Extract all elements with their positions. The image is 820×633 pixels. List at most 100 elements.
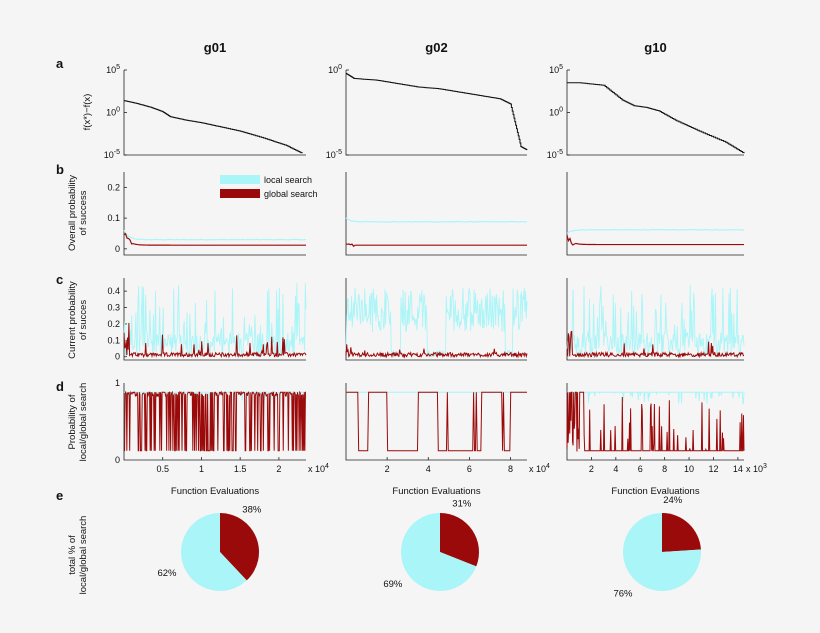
local-prob-line-g10 <box>567 391 745 405</box>
xtick-g10-6: 14 <box>733 464 743 474</box>
ylabel-d-1: local/global search <box>78 383 89 462</box>
panel-c-g01-axes <box>123 278 306 361</box>
pie-label-global-g10: 24% <box>663 495 683 506</box>
ytick-d-1: 0 <box>115 455 120 465</box>
panel-b-g02-axes <box>345 172 527 256</box>
pie-label-local-g02: 69% <box>383 579 403 590</box>
ytick-a-g01-2: 10-5 <box>104 149 120 160</box>
xlabel-g10: Function Evaluations <box>611 486 699 497</box>
x-exponent-g01: x 104 <box>308 463 329 474</box>
xtick-g10-2: 6 <box>638 464 643 474</box>
xtick-g01-3: 2 <box>276 464 281 474</box>
panel-a-g02-axes <box>345 70 527 156</box>
ylabel-b-1: of success <box>78 190 89 235</box>
ylabel-c-1: of succes <box>78 300 89 340</box>
column-title-g01: g01 <box>204 40 226 55</box>
pie-label-local-g01: 62% <box>157 568 177 579</box>
local-success-line-g10 <box>566 228 745 234</box>
pie-slice-global-g02 <box>440 513 479 567</box>
panel-d-g01-axes <box>123 383 306 461</box>
ytick-a-g02-0: 100 <box>328 64 342 75</box>
xtick-g10-0: 2 <box>589 464 594 474</box>
ytick-c-1: 0.3 <box>107 303 120 313</box>
global-current-line-g01 <box>123 322 307 359</box>
ytick-c-3: 0.1 <box>107 335 120 345</box>
ylabel-c-0: Current probability <box>67 281 78 359</box>
ytick-c-0: 0.4 <box>107 286 120 296</box>
ytick-d-0: 1 <box>115 378 120 388</box>
legend-label-local: local search <box>264 175 312 185</box>
ytick-b-0: 0.2 <box>107 182 120 192</box>
ylabel-d-0: Probability of <box>67 394 78 449</box>
xtick-g02-0: 2 <box>385 464 390 474</box>
ytick-a-g10-0: 105 <box>549 64 563 75</box>
convergence-curve-g01 <box>124 100 303 154</box>
column-title-g10: g10 <box>644 40 666 55</box>
xtick-g10-1: 4 <box>613 464 618 474</box>
legend-swatch-local <box>220 175 260 184</box>
ytick-b-2: 0 <box>115 244 120 254</box>
pie-slice-local-g02 <box>401 513 477 592</box>
ytick-a-g02-1: 10-5 <box>326 149 342 160</box>
ytick-a-g10-2: 10-5 <box>547 149 563 160</box>
panel-b-g01-axes <box>123 172 306 256</box>
global-prob-line-g01 <box>124 390 307 452</box>
xtick-g10-3: 8 <box>662 464 667 474</box>
local-success-line-g02 <box>345 217 528 223</box>
legend-swatch-global <box>220 189 260 198</box>
xtick-g10-5: 12 <box>708 464 718 474</box>
legend-label-global: global search <box>264 189 318 199</box>
row-letter-a: a <box>56 56 64 71</box>
local-current-line-g10 <box>566 284 745 357</box>
xtick-g01-1: 1 <box>199 464 204 474</box>
column-title-g02: g02 <box>425 40 447 55</box>
global-current-line-g02 <box>345 344 528 359</box>
x-exponent-g02: x 104 <box>529 463 550 474</box>
ytick-b-1: 0.1 <box>107 213 120 223</box>
global-success-line-g02 <box>345 243 527 248</box>
global-current-line-g10 <box>566 330 745 359</box>
ytick-c-4: 0 <box>115 352 120 362</box>
global-success-line-g01 <box>123 232 306 246</box>
ylabel-b-0: Overall probability <box>67 175 78 251</box>
ytick-c-2: 0.2 <box>107 319 120 329</box>
local-current-line-g01 <box>123 282 307 358</box>
ylabel-e-1: local/global search <box>78 516 89 595</box>
ylabel-a-0: f(x*)−f(x) <box>82 94 93 131</box>
global-prob-line-g02 <box>346 391 527 452</box>
xtick-g02-1: 4 <box>426 464 431 474</box>
ylabel-e-0: total % of <box>67 535 78 575</box>
xtick-g02-3: 8 <box>508 464 513 474</box>
panel-d-g02-axes <box>345 383 527 461</box>
row-letter-d: d <box>56 379 64 394</box>
xtick-g01-0: 0.5 <box>156 464 169 474</box>
xtick-g02-2: 6 <box>467 464 472 474</box>
xlabel-g02: Function Evaluations <box>392 486 480 497</box>
pie-slice-global-g01 <box>220 513 259 581</box>
row-letter-e: e <box>56 488 63 503</box>
ytick-a-g10-1: 100 <box>549 107 563 118</box>
global-prob-line-g10 <box>566 391 745 452</box>
pie-label-global-g01: 38% <box>242 505 262 516</box>
local-current-line-g02 <box>345 287 528 359</box>
global-success-line-g10 <box>566 235 744 246</box>
convergence-curve-g10 <box>567 82 745 154</box>
ytick-a-g01-1: 100 <box>106 107 120 118</box>
x-exponent-g10: x 103 <box>746 463 767 474</box>
row-letter-b: b <box>56 162 64 177</box>
row-letter-c: c <box>56 272 63 287</box>
pie-label-global-g02: 31% <box>452 499 472 510</box>
pie-slice-global-g10 <box>662 513 701 552</box>
panel-c-g10-axes <box>566 278 744 361</box>
xtick-g10-4: 10 <box>684 464 694 474</box>
panel-b-g10-axes <box>566 172 744 256</box>
panel-a-g10-axes <box>566 70 744 156</box>
ytick-a-g01-0: 105 <box>106 64 120 75</box>
convergence-curve-g02 <box>346 72 528 151</box>
pie-label-local-g10: 76% <box>613 589 633 600</box>
pie-slice-local-g10 <box>622 513 701 592</box>
xtick-g01-2: 1.5 <box>234 464 247 474</box>
pie-slice-local-g01 <box>180 513 247 591</box>
local-success-line-g01 <box>123 230 307 241</box>
